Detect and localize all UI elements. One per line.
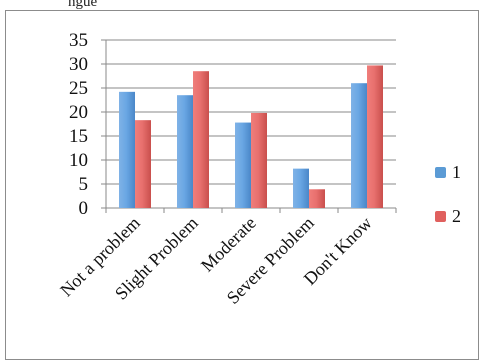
- legend-item-2: 2: [435, 206, 461, 227]
- bar-series-2-0: [135, 120, 151, 208]
- y-tick-label: 20: [69, 102, 88, 123]
- bar-series-1-0: [119, 91, 135, 208]
- legend-swatch: [435, 167, 446, 178]
- y-tick-label: 0: [79, 198, 89, 219]
- y-tick-label: 10: [69, 150, 88, 171]
- partial-heading-text: ngue: [68, 0, 98, 10]
- y-tick-label: 35: [69, 30, 88, 51]
- bar-series-1-3: [293, 168, 309, 208]
- legend-label: 1: [452, 162, 461, 182]
- bar-series-2-2: [251, 112, 267, 208]
- bar-series-1-1: [177, 95, 193, 208]
- y-tick-label: 25: [69, 78, 88, 99]
- bar-series-2-3: [309, 189, 325, 208]
- legend-swatch: [435, 211, 446, 222]
- bar-series-2-1: [193, 71, 209, 208]
- bar-series-1-2: [235, 122, 251, 208]
- y-tick-label: 15: [69, 126, 88, 147]
- y-tick-label: 5: [79, 174, 89, 195]
- legend-item-1: 1: [435, 162, 461, 183]
- legend-label: 2: [452, 206, 461, 226]
- bar-series-1-4: [351, 83, 367, 208]
- y-tick-label: 30: [69, 54, 88, 75]
- bar-series-2-4: [367, 65, 383, 208]
